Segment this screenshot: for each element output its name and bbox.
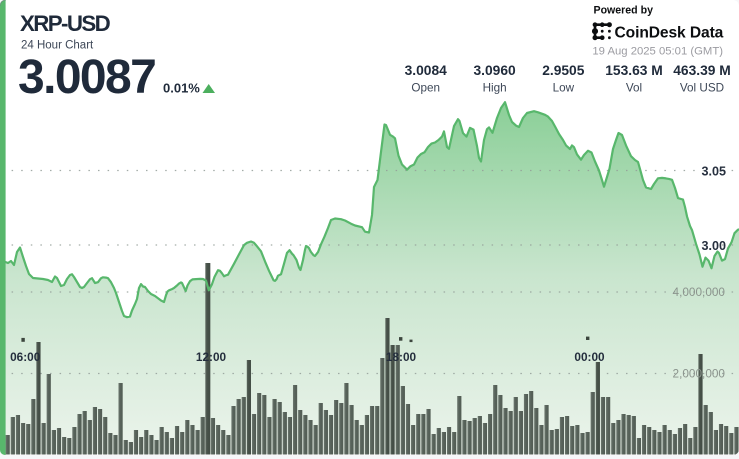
svg-text:2.9505: 2.9505 [542,63,585,78]
svg-text:High: High [483,82,507,95]
svg-text:19 Aug 2025 05:01 (GMT): 19 Aug 2025 05:01 (GMT) [592,46,723,58]
svg-text:4,000,000: 4,000,000 [673,285,726,299]
svg-text:Powered by: Powered by [594,4,654,16]
svg-text:XRP-USD: XRP-USD [20,11,111,36]
svg-text:3.0087: 3.0087 [18,51,155,104]
svg-text:06:00: 06:00 [10,350,41,364]
svg-text:Vol: Vol [626,82,642,95]
svg-text:Open: Open [411,82,440,95]
svg-text:Vol USD: Vol USD [680,82,724,95]
svg-text:00:00: 00:00 [574,350,605,364]
svg-text:3.05: 3.05 [702,165,727,179]
svg-text:CoinDesk Data: CoinDesk Data [615,25,724,42]
svg-text:463.39 M: 463.39 M [673,63,731,78]
svg-text:153.63 M: 153.63 M [605,63,663,78]
svg-text:18:00: 18:00 [386,350,417,364]
svg-text:24 Hour Chart: 24 Hour Chart [21,40,94,52]
svg-text:3.0960: 3.0960 [473,63,516,78]
svg-text:Low: Low [553,82,575,95]
svg-text:0.01%: 0.01% [163,81,200,96]
svg-text:3.0084: 3.0084 [405,63,448,78]
svg-text:2,000,000: 2,000,000 [673,367,726,381]
svg-text:12:00: 12:00 [196,350,227,364]
svg-text:3.00: 3.00 [702,239,727,253]
